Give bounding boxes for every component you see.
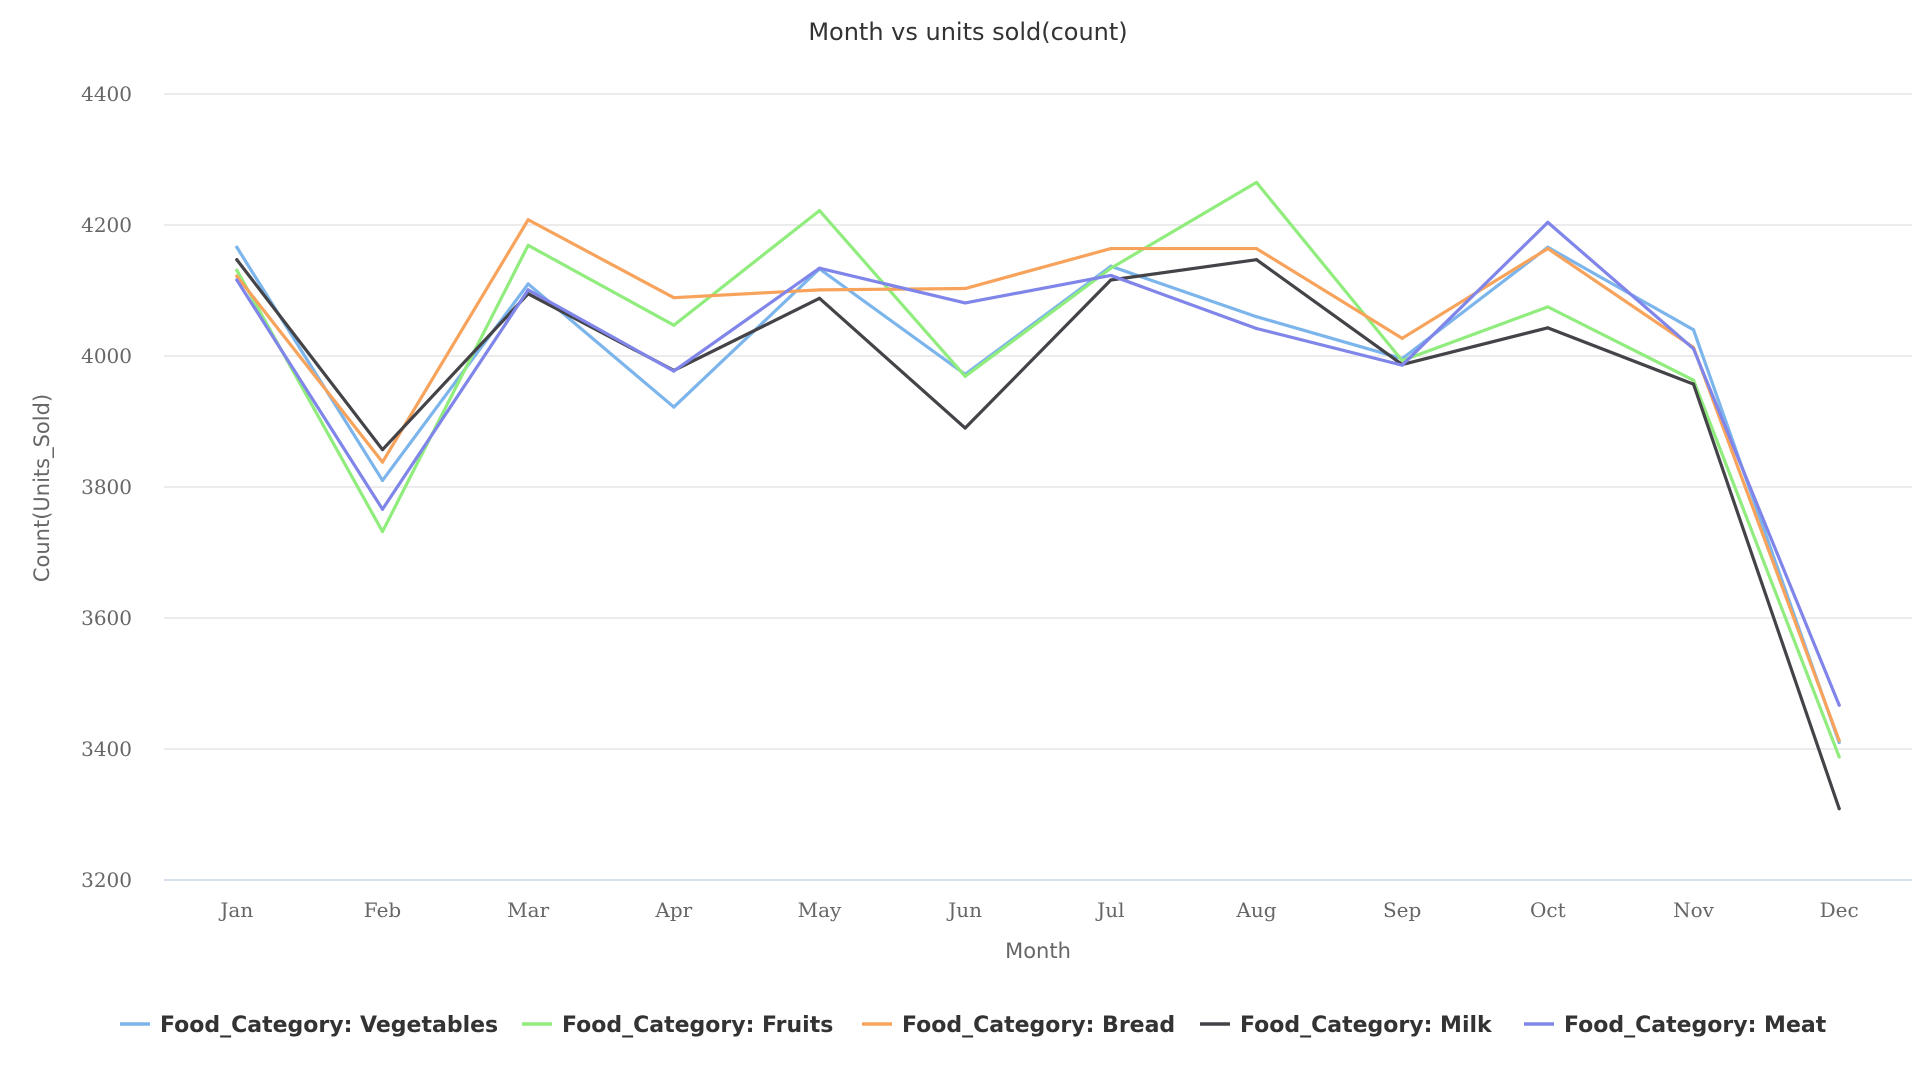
- data-point[interactable]: [1691, 378, 1696, 382]
- series-line[interactable]: [235, 180, 1841, 759]
- data-point[interactable]: [526, 288, 530, 292]
- x-tick-label: Feb: [364, 898, 401, 922]
- series-fruits: [235, 180, 1841, 759]
- data-point[interactable]: [1546, 305, 1550, 309]
- legend-label: Food_Category: Fruits: [562, 1013, 833, 1038]
- data-point[interactable]: [1109, 266, 1113, 270]
- legend-item[interactable]: Food_Category: Meat: [1524, 1013, 1827, 1038]
- grid-lines: [164, 93, 1912, 750]
- x-axis-title: Month: [1005, 939, 1071, 963]
- data-point[interactable]: [1109, 273, 1113, 278]
- legend-item[interactable]: Food_Category: Milk: [1200, 1013, 1493, 1038]
- data-point[interactable]: [526, 218, 530, 222]
- data-point[interactable]: [963, 426, 967, 430]
- data-point[interactable]: [817, 208, 822, 213]
- data-point[interactable]: [1837, 738, 1841, 743]
- data-point[interactable]: [1109, 278, 1113, 282]
- data-point[interactable]: [672, 323, 676, 327]
- x-tick-label: Apr: [654, 898, 692, 922]
- series-bread: [235, 218, 1841, 743]
- y-tick-label: 4000: [81, 344, 132, 368]
- legend-label: Food_Category: Vegetables: [160, 1013, 498, 1038]
- series-lines: [235, 180, 1841, 811]
- data-point[interactable]: [526, 243, 530, 247]
- data-point[interactable]: [817, 266, 822, 270]
- legend-item[interactable]: Food_Category: Bread: [862, 1013, 1175, 1038]
- y-tick-label: 3600: [81, 606, 132, 630]
- data-point[interactable]: [1400, 358, 1404, 363]
- data-point[interactable]: [1691, 328, 1696, 332]
- data-point[interactable]: [235, 245, 239, 249]
- y-tick-label: 3800: [81, 475, 132, 499]
- data-point[interactable]: [672, 369, 676, 373]
- data-point[interactable]: [672, 296, 676, 300]
- legend-item[interactable]: Food_Category: Fruits: [522, 1013, 833, 1038]
- x-tick-label: Mar: [507, 898, 549, 922]
- data-point[interactable]: [1254, 315, 1259, 319]
- data-point[interactable]: [1691, 347, 1696, 351]
- series-line[interactable]: [235, 220, 1841, 707]
- legend-label: Food_Category: Bread: [902, 1013, 1175, 1038]
- data-point[interactable]: [1254, 258, 1259, 262]
- series-milk: [235, 258, 1841, 811]
- data-point[interactable]: [1254, 180, 1259, 185]
- data-point[interactable]: [235, 278, 239, 282]
- series-meat: [235, 220, 1841, 707]
- x-tick-label: Nov: [1673, 898, 1715, 922]
- x-tick-label: Oct: [1530, 898, 1566, 922]
- chart-title: Month vs units sold(count): [808, 18, 1127, 46]
- x-tick-label: Sep: [1383, 898, 1421, 922]
- data-point[interactable]: [817, 296, 822, 300]
- data-point[interactable]: [380, 507, 385, 511]
- y-tick-label: 3200: [81, 868, 132, 892]
- data-point[interactable]: [380, 460, 385, 464]
- y-axis-title: Count(Units_Sold): [30, 394, 55, 582]
- data-point[interactable]: [1837, 703, 1841, 707]
- series-line[interactable]: [235, 258, 1841, 811]
- series-line[interactable]: [235, 218, 1841, 743]
- x-tick-label: Jan: [218, 898, 253, 922]
- y-tick-label: 3400: [81, 737, 132, 761]
- data-point[interactable]: [526, 282, 530, 286]
- data-point[interactable]: [235, 258, 239, 262]
- legend-label: Food_Category: Meat: [1564, 1013, 1827, 1038]
- legend-item[interactable]: Food_Category: Vegetables: [120, 1013, 498, 1038]
- data-point[interactable]: [1254, 326, 1259, 331]
- data-point[interactable]: [380, 529, 385, 534]
- data-point[interactable]: [817, 288, 822, 292]
- data-point[interactable]: [963, 301, 967, 305]
- data-point[interactable]: [1691, 382, 1696, 386]
- x-axis-ticks: Jan Feb Mar Apr May Jun Jul Aug Sep Oct Nov Dec: [218, 898, 1858, 922]
- data-point[interactable]: [1546, 220, 1550, 224]
- y-tick-label: 4400: [81, 82, 132, 106]
- data-point[interactable]: [1837, 807, 1841, 811]
- legend-label: Food_Category: Milk: [1240, 1013, 1493, 1038]
- legend: Food_Category: Vegetables Food_Category: …: [120, 1013, 1827, 1038]
- data-point[interactable]: [1109, 246, 1113, 251]
- y-tick-label: 4200: [81, 213, 132, 237]
- x-tick-label: May: [798, 898, 842, 922]
- data-point[interactable]: [1837, 755, 1841, 759]
- data-point[interactable]: [1400, 363, 1404, 367]
- data-point[interactable]: [1400, 336, 1404, 340]
- data-point[interactable]: [1546, 246, 1550, 251]
- x-tick-label: Dec: [1820, 898, 1859, 922]
- data-point[interactable]: [672, 405, 676, 409]
- data-point[interactable]: [235, 268, 239, 272]
- data-point[interactable]: [380, 448, 385, 452]
- x-tick-label: Jul: [1095, 898, 1124, 922]
- data-point[interactable]: [963, 286, 967, 291]
- data-point[interactable]: [380, 478, 385, 483]
- data-point[interactable]: [1254, 246, 1259, 251]
- y-axis-ticks: 3200 3400 3600 3800 4000 4200 4400: [81, 82, 132, 892]
- data-point[interactable]: [963, 374, 967, 378]
- x-tick-label: Jun: [946, 898, 982, 922]
- data-point[interactable]: [1546, 326, 1550, 330]
- data-point[interactable]: [235, 274, 239, 278]
- x-tick-label: Aug: [1235, 898, 1276, 922]
